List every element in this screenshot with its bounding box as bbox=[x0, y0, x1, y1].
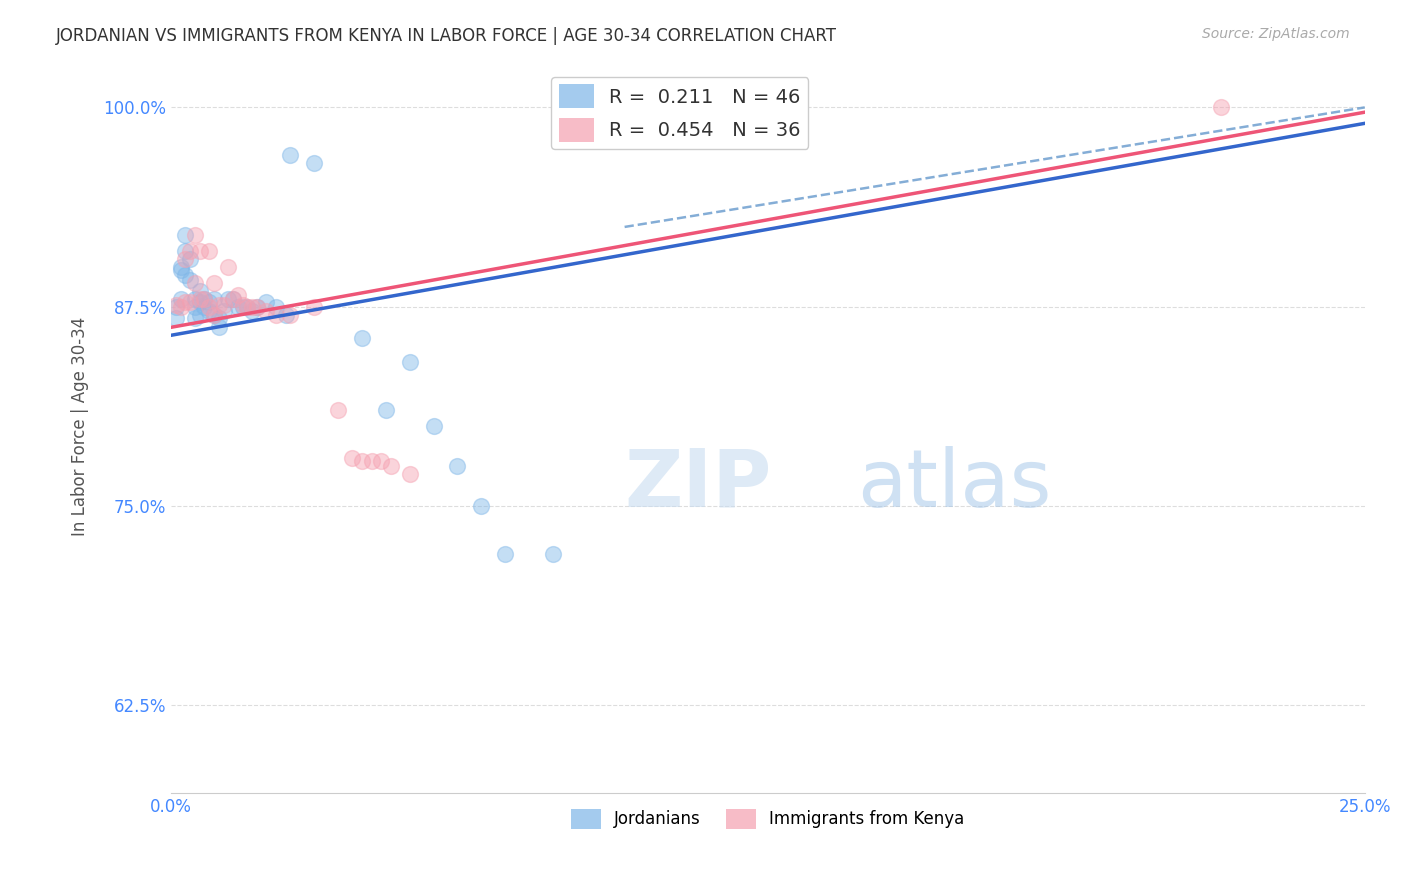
Point bbox=[217, 260, 239, 274]
Point bbox=[236, 300, 259, 314]
Legend: Jordanians, Immigrants from Kenya: Jordanians, Immigrants from Kenya bbox=[564, 802, 972, 836]
Point bbox=[380, 458, 402, 473]
Point bbox=[350, 454, 373, 468]
Point bbox=[198, 294, 221, 309]
Point bbox=[179, 252, 201, 266]
Point bbox=[184, 276, 207, 290]
Point bbox=[264, 308, 287, 322]
Point bbox=[1211, 100, 1233, 114]
Point bbox=[188, 294, 211, 309]
Point bbox=[222, 292, 245, 306]
Point bbox=[198, 244, 221, 258]
Point bbox=[193, 292, 215, 306]
Point bbox=[169, 300, 191, 314]
Point bbox=[304, 156, 326, 170]
Point bbox=[226, 300, 249, 314]
Point bbox=[350, 331, 373, 345]
Point bbox=[246, 300, 269, 314]
Point bbox=[246, 300, 269, 314]
Point bbox=[174, 244, 197, 258]
Point bbox=[226, 288, 249, 302]
Point bbox=[208, 310, 231, 325]
Point bbox=[264, 300, 287, 314]
Point bbox=[222, 292, 245, 306]
Point bbox=[184, 227, 207, 242]
Point bbox=[236, 300, 259, 314]
Y-axis label: In Labor Force | Age 30-34: In Labor Force | Age 30-34 bbox=[72, 317, 89, 536]
Point bbox=[398, 355, 420, 369]
Point bbox=[188, 292, 211, 306]
Point bbox=[198, 300, 221, 314]
Point bbox=[202, 292, 225, 306]
Point bbox=[240, 304, 263, 318]
Point bbox=[370, 454, 392, 468]
Point bbox=[280, 148, 302, 162]
Point bbox=[202, 308, 225, 322]
Point bbox=[202, 308, 225, 322]
Point bbox=[169, 260, 191, 274]
Point bbox=[541, 547, 564, 561]
Point bbox=[174, 268, 197, 282]
Point bbox=[232, 298, 254, 312]
Point bbox=[188, 308, 211, 322]
Point bbox=[240, 300, 263, 314]
Point bbox=[193, 292, 215, 306]
Point bbox=[208, 298, 231, 312]
Point bbox=[232, 300, 254, 314]
Point bbox=[165, 310, 187, 325]
Point bbox=[184, 292, 207, 306]
Point bbox=[169, 263, 191, 277]
Point bbox=[179, 294, 201, 309]
Text: ZIP: ZIP bbox=[624, 446, 772, 524]
Point bbox=[360, 454, 382, 468]
Point bbox=[202, 276, 225, 290]
Point bbox=[179, 272, 201, 286]
Point bbox=[470, 499, 492, 513]
Point bbox=[280, 308, 302, 322]
Point bbox=[422, 419, 444, 434]
Text: Source: ZipAtlas.com: Source: ZipAtlas.com bbox=[1202, 27, 1350, 41]
Point bbox=[174, 227, 197, 242]
Point bbox=[304, 300, 326, 314]
Point bbox=[179, 244, 201, 258]
Point bbox=[446, 458, 468, 473]
Point bbox=[165, 298, 187, 312]
Point bbox=[274, 308, 297, 322]
Text: atlas: atlas bbox=[858, 446, 1052, 524]
Point bbox=[188, 244, 211, 258]
Point bbox=[174, 294, 197, 309]
Point bbox=[174, 252, 197, 266]
Point bbox=[212, 304, 235, 318]
Point bbox=[342, 450, 364, 465]
Point bbox=[184, 310, 207, 325]
Point bbox=[198, 304, 221, 318]
Point bbox=[212, 298, 235, 312]
Point bbox=[208, 320, 231, 334]
Point bbox=[169, 292, 191, 306]
Text: JORDANIAN VS IMMIGRANTS FROM KENYA IN LABOR FORCE | AGE 30-34 CORRELATION CHART: JORDANIAN VS IMMIGRANTS FROM KENYA IN LA… bbox=[56, 27, 837, 45]
Point bbox=[188, 284, 211, 298]
Point bbox=[217, 292, 239, 306]
Point bbox=[193, 300, 215, 314]
Point bbox=[184, 300, 207, 314]
Point bbox=[165, 300, 187, 314]
Point bbox=[494, 547, 516, 561]
Point bbox=[326, 403, 349, 417]
Point bbox=[256, 304, 278, 318]
Point bbox=[398, 467, 420, 481]
Point bbox=[374, 403, 396, 417]
Point bbox=[256, 294, 278, 309]
